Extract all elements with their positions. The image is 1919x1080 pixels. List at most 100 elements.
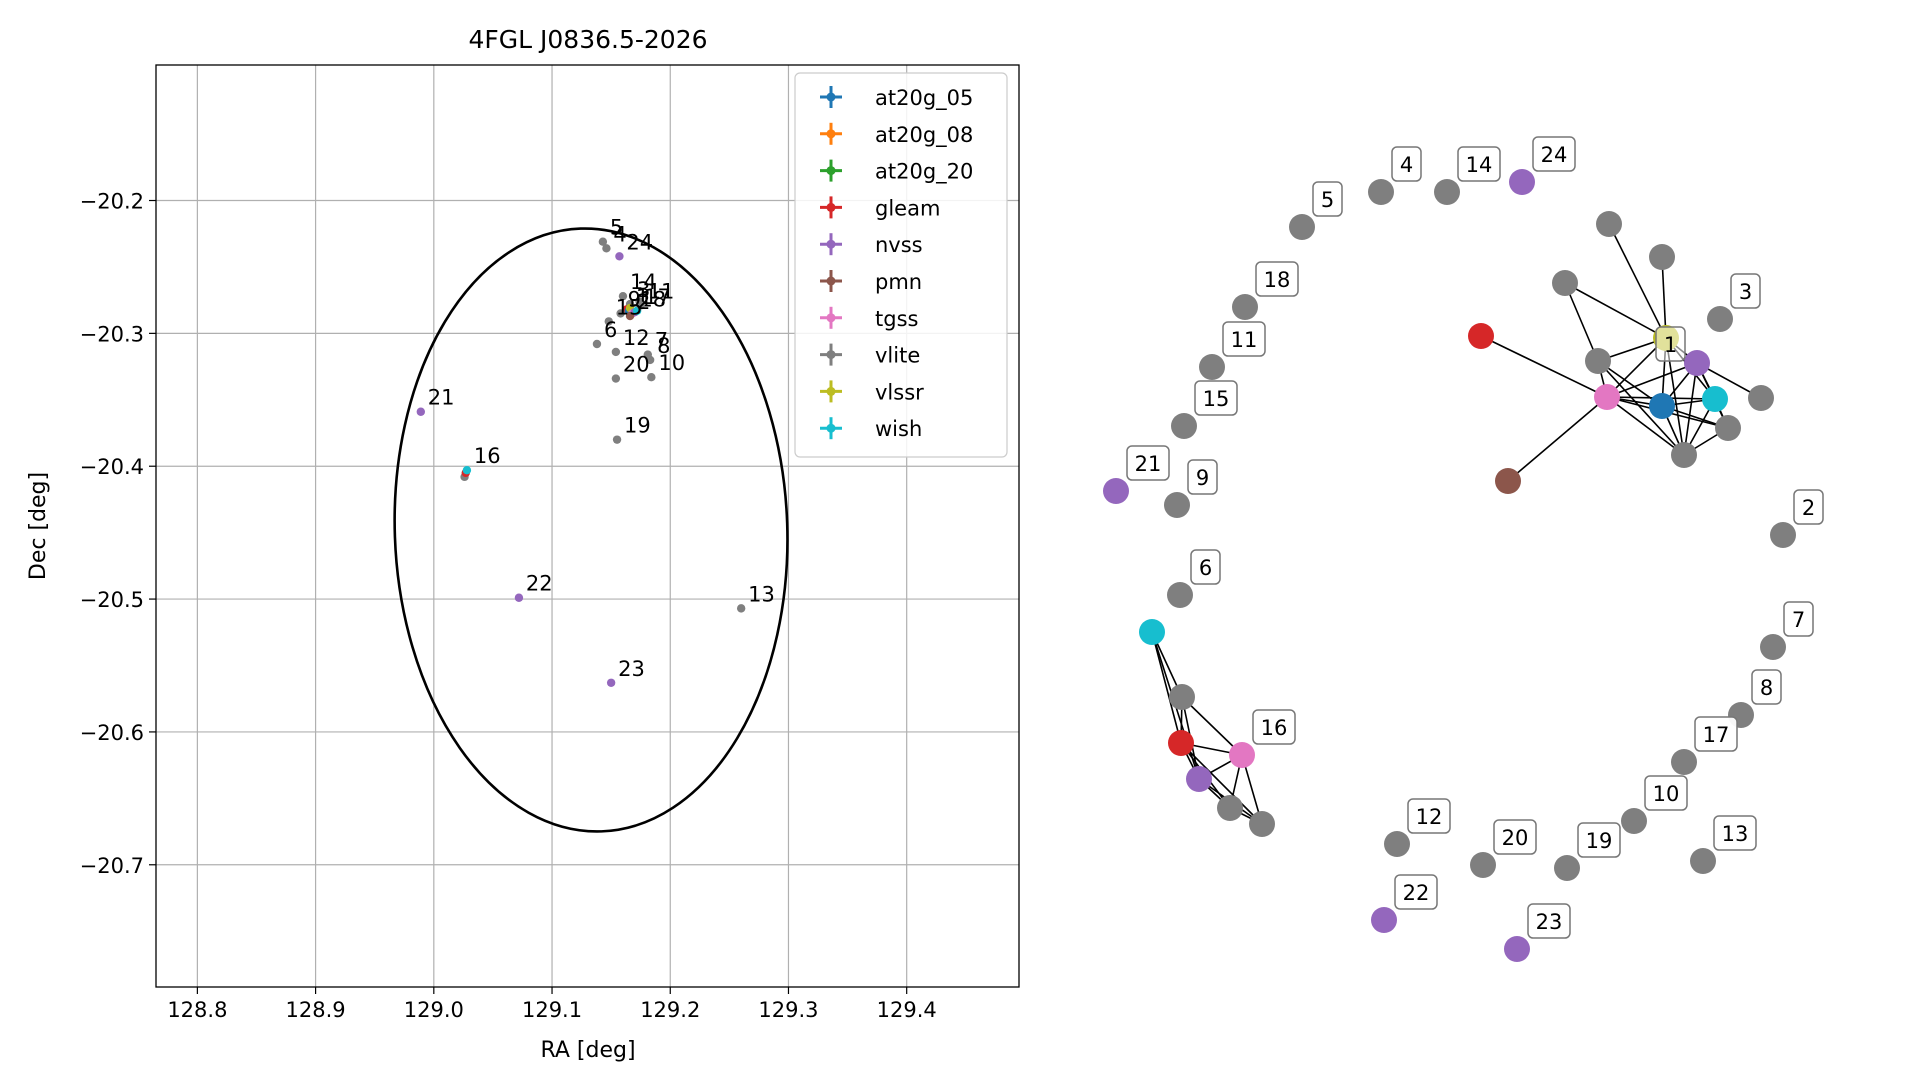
x-axis-label: RA [deg] — [540, 1038, 635, 1063]
y-axis-ticks: −20.2 −20.3 −20.4 −20.5 −20.6 −20.7 — [80, 190, 156, 878]
point-label: 24 — [626, 230, 653, 254]
x-tick-label: 129.4 — [877, 998, 937, 1022]
point-label: 12 — [623, 326, 650, 350]
node-label-box — [1577, 822, 1621, 858]
legend-frame — [794, 72, 1008, 458]
node-label-box — [1190, 549, 1221, 585]
node-label-box — [1655, 326, 1686, 362]
network-edge — [1564, 282, 1667, 339]
network-node — [1770, 522, 1796, 548]
data-point — [416, 407, 426, 416]
legend-marker-dot — [826, 92, 836, 102]
network-edge — [1661, 256, 1667, 339]
network-node — [1690, 848, 1716, 874]
point-label: 6 — [604, 318, 617, 342]
localization-ellipse — [393, 227, 789, 833]
network-node — [1249, 811, 1275, 837]
point-label: 15 — [616, 295, 643, 319]
node-label-box — [1457, 146, 1501, 182]
network-edge — [1151, 631, 1182, 744]
node-label-box — [1751, 669, 1782, 705]
node-label: 2 — [1802, 496, 1815, 520]
network-node — [1171, 413, 1197, 439]
node-label-box — [1532, 136, 1576, 172]
node-label: 16 — [1261, 716, 1288, 740]
point-label: 9 — [628, 287, 641, 311]
data-point — [602, 244, 611, 253]
legend-entry-label: at20g_05 — [875, 86, 973, 111]
network-edge — [1564, 282, 1599, 362]
point-label: 14 — [630, 270, 657, 294]
point-label: 10 — [658, 351, 685, 375]
node-label: 24 — [1541, 143, 1568, 167]
node-label-box — [1407, 798, 1451, 834]
node-label-box — [1255, 261, 1299, 297]
data-point — [598, 237, 608, 246]
network-edge — [1606, 396, 1685, 456]
data-point — [625, 311, 635, 321]
network-node — [1554, 855, 1580, 881]
legend-marker-dot — [826, 129, 836, 139]
node-label: 6 — [1199, 556, 1212, 580]
node-label-box — [1493, 819, 1537, 855]
network-node — [1671, 442, 1697, 468]
legend-entry-label: vlssr — [875, 380, 924, 404]
data-point — [514, 593, 524, 602]
legend-entry-label: wish — [875, 417, 922, 441]
network-node — [1702, 386, 1728, 412]
network-node — [1468, 323, 1494, 349]
data-point — [645, 355, 655, 365]
node-label: 4 — [1400, 153, 1413, 177]
legend-marker-dot — [826, 166, 836, 176]
network-node — [1596, 211, 1622, 237]
node-label-box — [1694, 716, 1738, 752]
node-label-box — [1187, 459, 1218, 495]
network-node — [1504, 936, 1530, 962]
node-label: 15 — [1203, 387, 1230, 411]
network-node — [1509, 169, 1535, 195]
point-label: 17 — [644, 285, 671, 309]
node-label: 17 — [1703, 723, 1730, 747]
x-tick-label: 128.9 — [286, 998, 346, 1022]
point-label: 23 — [618, 657, 645, 681]
gridlines — [156, 65, 1019, 987]
network-node — [1434, 179, 1460, 205]
network-edge — [1597, 360, 1685, 456]
network-edge — [1608, 223, 1667, 339]
network-node — [1684, 350, 1710, 376]
legend-entry-label: at20g_20 — [875, 160, 973, 185]
data-point — [604, 317, 613, 326]
x-tick-label: 129.0 — [404, 998, 464, 1022]
node-label: 23 — [1536, 910, 1563, 934]
network-node — [1186, 766, 1212, 792]
data-point — [615, 252, 624, 261]
node-label-box — [1126, 445, 1170, 481]
node-label: 22 — [1403, 881, 1430, 905]
legend-entry-label: gleam — [875, 196, 940, 220]
network-graph: 4 14 24 5 18 11 15 21 9 3 2 6 7 8 17 10 12 20 19 13 22 23 1 16 — [1103, 136, 1824, 962]
network-node — [1649, 393, 1675, 419]
network-node — [1470, 852, 1496, 878]
x-tick-label: 129.2 — [640, 998, 700, 1022]
node-label: 18 — [1264, 268, 1291, 292]
legend-marker-dot — [826, 239, 836, 249]
network-node — [1229, 742, 1255, 768]
legend-marker-dot — [826, 313, 836, 323]
network-node — [1671, 749, 1697, 775]
point-label: 8 — [657, 334, 670, 358]
y-tick-label: −20.5 — [80, 588, 144, 612]
node-label: 7 — [1792, 608, 1805, 632]
x-axis-ticks: 128.8 128.9 129.0 129.1 129.2 129.3 129.4 — [167, 987, 937, 1022]
legend-entry-label: vlite — [875, 344, 920, 368]
data-point — [611, 374, 621, 383]
node-label: 19 — [1586, 829, 1613, 853]
data-point — [736, 604, 746, 613]
network-node — [1368, 179, 1394, 205]
legend-marker-dot — [826, 350, 836, 360]
point-label: 19 — [624, 414, 651, 438]
node-label: 11 — [1231, 328, 1258, 352]
network-node — [1748, 385, 1774, 411]
node-label: 5 — [1321, 188, 1334, 212]
node-label-box — [1222, 321, 1266, 357]
data-point — [616, 309, 625, 318]
